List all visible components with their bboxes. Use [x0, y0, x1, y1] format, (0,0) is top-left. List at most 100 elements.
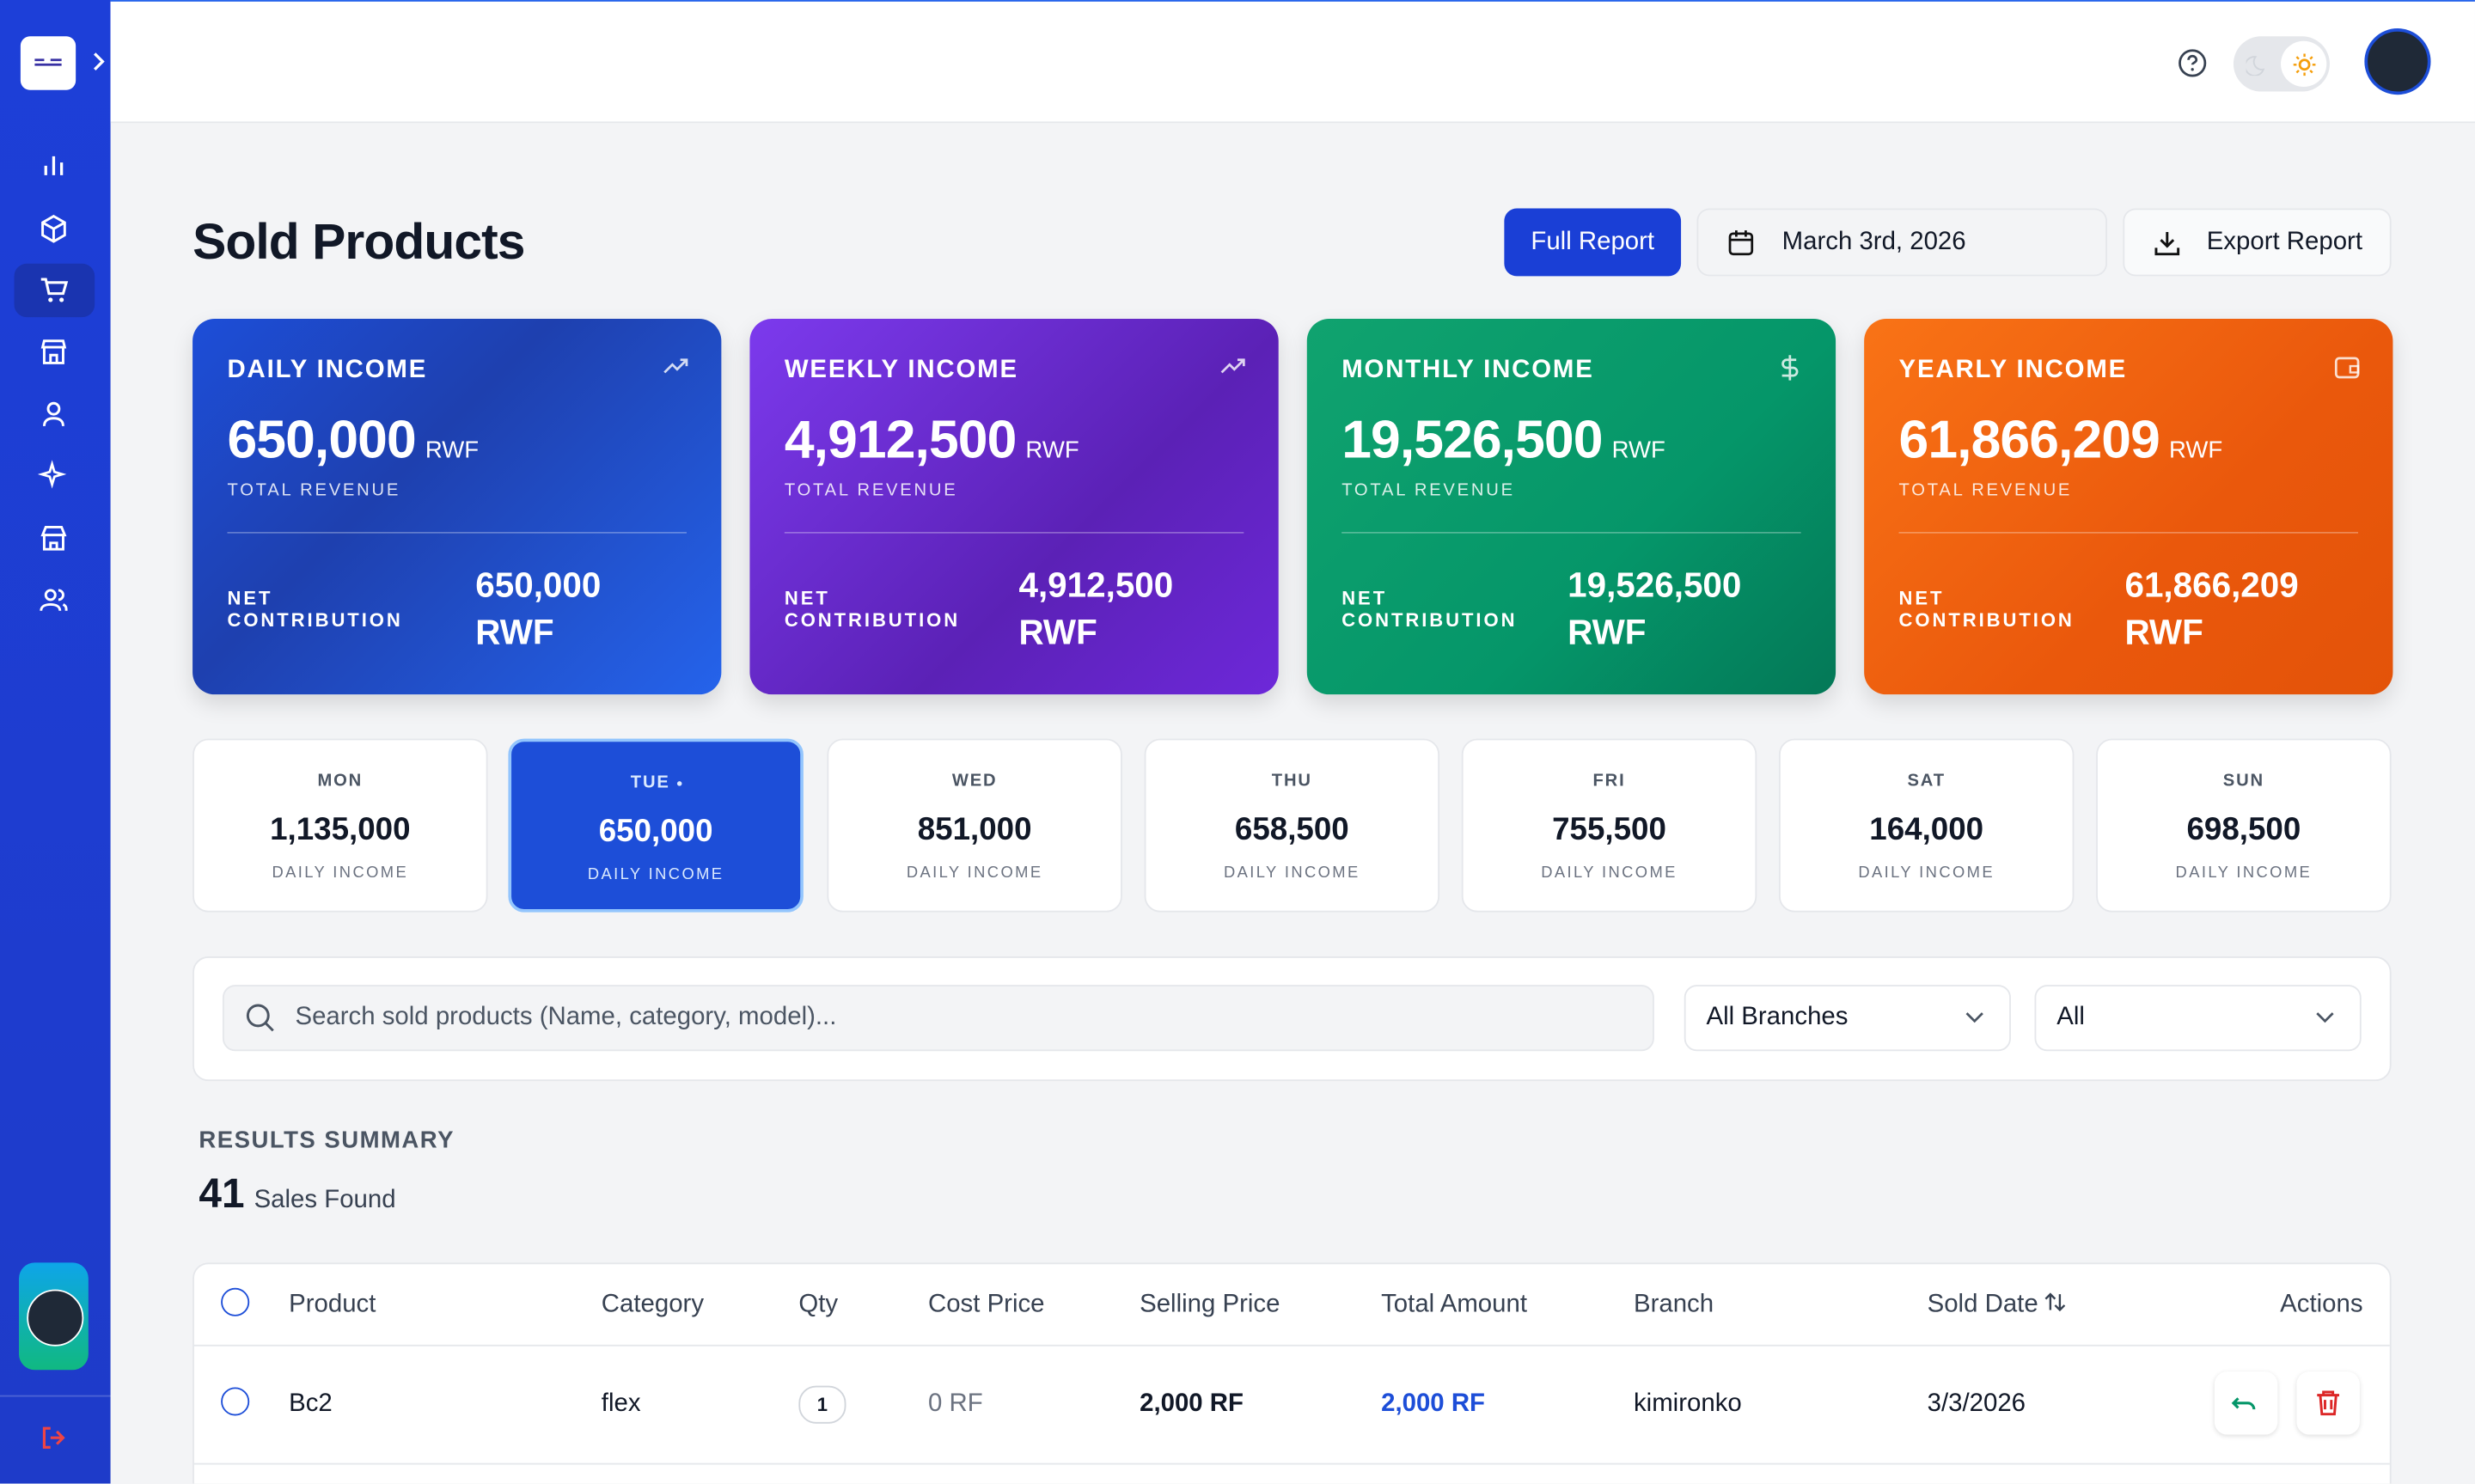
card-divider [1898, 531, 2359, 534]
card-sublabel: TOTAL REVENUE [784, 481, 958, 501]
card-value: 4,912,500 RWF [785, 411, 1244, 473]
theme-toggle[interactable] [2233, 36, 2330, 92]
income-card: DAILY INCOME 650,000 RWF TOTAL REVENUE NET C… [192, 319, 722, 695]
day-label: MON [317, 772, 364, 791]
status-select[interactable]: All [2034, 985, 2362, 1052]
unit: RWF [425, 437, 480, 464]
download-icon [2154, 231, 2180, 255]
day-label: SAT [1907, 772, 1946, 791]
products-icon[interactable] [38, 213, 70, 245]
net-label: NET CONTRIBUTION [227, 587, 403, 632]
day-name: SUN [2098, 772, 2390, 791]
today-dot [676, 780, 681, 785]
cell: Bc2 [289, 1390, 333, 1418]
help-button[interactable] [2160, 34, 2223, 97]
cell: kimironko [1633, 1390, 1742, 1418]
branch-select[interactable]: All Branches [1684, 985, 2011, 1052]
header-label: Qty [798, 1291, 839, 1318]
day-card[interactable]: WED 851,000 DAILY INCOME [827, 738, 1122, 913]
income-card: YEARLY INCOME 61,866,209 RWF TOTAL REVENUE N… [1864, 319, 2393, 695]
full-report-button[interactable]: Full Report [1504, 208, 1682, 277]
chevron-icon [2316, 1012, 2334, 1023]
profile-card[interactable] [19, 1262, 89, 1371]
net-value: 650,000 RWF [475, 565, 602, 652]
card-divider [784, 531, 1244, 534]
date-picker[interactable]: March 3rd, 2026 [1696, 208, 2107, 277]
value: 4,912,500 [784, 410, 1017, 471]
day-value: 755,500 [1552, 812, 1666, 848]
search-input[interactable]: Search sold products (Name, category, mo… [222, 985, 1654, 1052]
column-header: Category [602, 1291, 704, 1319]
row-select[interactable] [221, 1387, 250, 1416]
summary-count: 41 [199, 1169, 245, 1218]
day-name: FRI [1464, 772, 1756, 791]
day-card[interactable]: MON 1,135,000 DAILY INCOME [192, 738, 488, 913]
moon-icon [2246, 56, 2265, 76]
card-icon [1219, 353, 1247, 389]
cell: 0 RF [927, 1390, 983, 1418]
chevron-icon [1965, 1012, 1983, 1023]
card-icon [1775, 353, 1804, 389]
select-value: All Branches [1706, 1004, 1849, 1031]
export-button[interactable]: Export Report [2123, 208, 2392, 277]
column-header: Qty [798, 1291, 838, 1319]
card-value: 19,526,500 RWF [1341, 411, 1800, 473]
day-card[interactable]: TUE 650,000 DAILY INCOME [508, 738, 804, 913]
income-card: WEEKLY INCOME 4,912,500 RWF TOTAL REVENUE NE… [749, 319, 1279, 695]
day-name: THU [1146, 772, 1438, 791]
cell: 3/3/2026 [1927, 1390, 2026, 1418]
day-name: SAT [1781, 772, 2073, 791]
user-avatar[interactable] [2364, 28, 2431, 95]
active-nav[interactable] [14, 263, 95, 318]
icon [2334, 357, 2360, 379]
card-divider [1341, 531, 1801, 534]
card-divider [227, 531, 687, 534]
logout-icon[interactable] [38, 1422, 70, 1454]
day-sublabel: DAILY INCOME [587, 866, 724, 884]
column-header: Cost Price [928, 1291, 1045, 1319]
header-label: Actions [2280, 1291, 2363, 1318]
day-card[interactable]: SAT 164,000 DAILY INCOME [1778, 738, 2075, 913]
user-icon[interactable] [38, 398, 70, 430]
value: 19,526,500 [1341, 410, 1603, 471]
column-header: Actions [2280, 1291, 2362, 1319]
logo[interactable] [20, 36, 76, 90]
undo-icon [2231, 1397, 2256, 1410]
card-label: MONTHLY INCOME [1341, 357, 1594, 384]
card-label: WEEKLY INCOME [784, 357, 1018, 384]
day-label: TUE [630, 773, 670, 793]
toggle-knob [2281, 40, 2327, 88]
button-label: Full Report [1531, 228, 1655, 255]
delete-button[interactable] [2296, 1371, 2360, 1435]
select-all[interactable] [221, 1287, 250, 1316]
cell: 1 [798, 1385, 846, 1424]
shop-icon[interactable] [38, 522, 70, 554]
sparkle-icon[interactable] [38, 459, 70, 491]
team-icon[interactable] [38, 584, 70, 616]
value: 650,000 [227, 410, 416, 471]
store-icon[interactable] [38, 336, 70, 368]
column-header: Branch [1634, 1291, 1714, 1319]
day-card[interactable]: SUN 698,500 DAILY INCOME [2096, 738, 2392, 913]
day-card[interactable]: THU 658,500 DAILY INCOME [1144, 738, 1440, 913]
day-card[interactable]: FRI 755,500 DAILY INCOME [1461, 738, 1757, 913]
net-label: NET CONTRIBUTION [784, 587, 961, 632]
return-button[interactable] [2214, 1371, 2278, 1435]
page-title: Sold Products [192, 212, 525, 271]
cart-icon[interactable] [38, 275, 70, 307]
unit: RWF [1611, 437, 1665, 464]
expand-icon[interactable] [92, 51, 107, 73]
column-header: Selling Price [1140, 1291, 1280, 1319]
header-label: Branch [1633, 1291, 1714, 1318]
analytics-icon[interactable] [38, 150, 70, 181]
button-label: Export Report [2206, 228, 2363, 255]
card-label: YEARLY INCOME [1898, 357, 2128, 384]
sun-icon [2293, 53, 2316, 76]
sort-icon[interactable] [2044, 1291, 2067, 1313]
header-divider [193, 1344, 2390, 1347]
row-divider [193, 1463, 2390, 1465]
net-row: NET CONTRIBUTION 4,912,500 RWF [785, 562, 1244, 657]
card-sublabel: TOTAL REVENUE [1898, 481, 2073, 501]
profile-avatar [27, 1289, 84, 1347]
